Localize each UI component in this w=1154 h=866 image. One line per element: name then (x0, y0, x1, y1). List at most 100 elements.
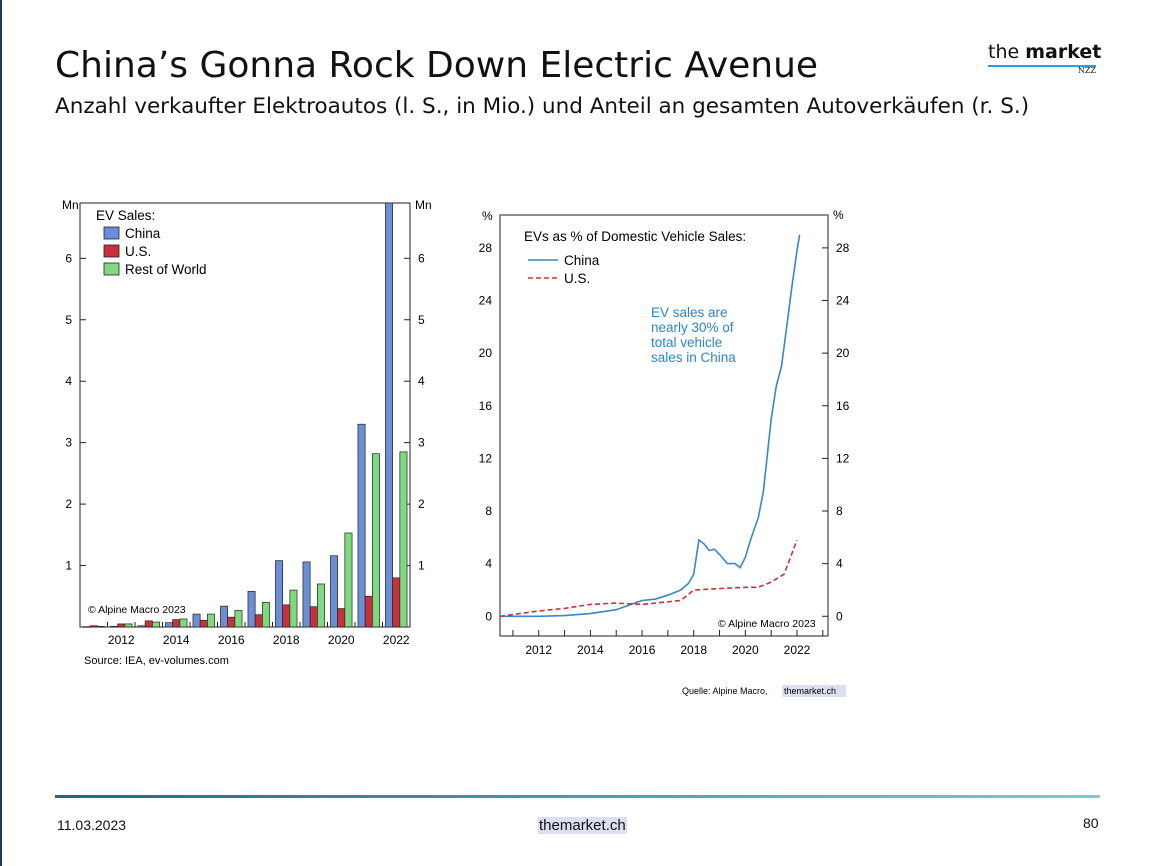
legend-rest-of-world: Rest of World (125, 262, 207, 277)
logo-underline (988, 65, 1096, 67)
annotation-line-2: nearly 30% of (651, 320, 734, 335)
bar-china-2021 (357, 423, 366, 628)
left-bars (82, 202, 408, 628)
bar-u-s--2020 (337, 608, 346, 628)
r-y-tick-label-right: 8 (836, 504, 843, 518)
bar-china-2012 (110, 626, 119, 628)
y-tick-label-left: 5 (65, 313, 72, 327)
r-y-tick-label-right: 0 (836, 609, 843, 623)
x-tick-label-2022: 2022 (383, 633, 410, 647)
right-copyright: © Alpine Macro 2023 (718, 618, 816, 630)
bar-u-s--2015 (199, 619, 208, 628)
y-tick-label-left: 1 (65, 559, 72, 573)
footer-rule (55, 795, 1100, 798)
r-y-tick-label-right: 4 (836, 557, 843, 571)
bar-china-2016 (220, 605, 228, 628)
r-x-tick-label-2016: 2016 (629, 643, 656, 657)
legend-china: China (125, 226, 161, 241)
bar-u-s--2021 (364, 595, 373, 628)
bar-china-2014 (165, 622, 173, 628)
x-tick-label-2014: 2014 (163, 633, 190, 647)
left-copyright: © Alpine Macro 2023 (88, 604, 186, 616)
bar-u-s--2018 (282, 604, 291, 628)
footer-date: 11.03.2023 (57, 817, 127, 833)
bar-rest-of-world-2022 (399, 451, 408, 628)
bar-china-2013 (137, 625, 146, 628)
r-y-tick-label-left: 0 (485, 609, 492, 623)
right-y-axis: 0 0 4 4 8 8 12 12 16 16 20 20 24 24 28 28 (479, 241, 850, 623)
bar-rest-of-world-2016 (234, 610, 243, 628)
slide-subtitle: Anzahl verkaufter Elektroautos (l. S., i… (55, 94, 1030, 119)
y-tick-label-left: 4 (65, 374, 72, 388)
r-y-tick-label-left: 20 (479, 346, 493, 360)
legend-swatch-china (103, 226, 120, 240)
bar-u-s--2011 (89, 625, 98, 628)
y-tick-label-left: 2 (65, 497, 72, 511)
bar-u-s--2014 (172, 619, 181, 628)
annotation-line-3: total vehicle (651, 335, 722, 350)
r-x-tick-label-2014: 2014 (577, 643, 604, 657)
r-x-tick-label-2012: 2012 (525, 643, 552, 657)
x-tick-label-2012: 2012 (108, 633, 135, 647)
right-legend-us: U.S. (564, 271, 590, 286)
bar-rest-of-world-2011 (96, 626, 105, 628)
bar-china-2017 (247, 591, 256, 628)
bar-u-s--2019 (309, 606, 318, 628)
logo-light: the (988, 41, 1026, 63)
slide-left-edge (0, 0, 2, 866)
bar-u-s--2016 (227, 616, 236, 628)
legend-swatch-row (103, 262, 120, 276)
r-x-tick-label-2020: 2020 (732, 643, 759, 657)
right-source-label: Quelle: Alpine Macro, (682, 686, 768, 696)
left-legend: EV Sales: China U.S. Rest of World (96, 208, 207, 277)
bar-china-2022 (385, 202, 394, 628)
y-tick-label-right: 6 (418, 251, 425, 265)
right-plot-frame (499, 214, 829, 637)
bar-u-s--2012 (117, 623, 126, 628)
right-source-site[interactable]: themarket.ch (784, 686, 836, 696)
footer-page-number: 80 (1083, 815, 1099, 831)
footer-site-link[interactable]: themarket.ch (538, 817, 627, 834)
r-y-tick-label-right: 28 (836, 241, 850, 255)
y-tick-label-right: 1 (418, 559, 425, 573)
brand-logo: the market NZZ (988, 40, 1101, 75)
r-y-tick-label-right: 20 (836, 346, 850, 360)
r-x-tick-label-2018: 2018 (680, 643, 707, 657)
right-legend-china: China (564, 253, 600, 268)
x-tick-label-2016: 2016 (218, 633, 245, 647)
left-source: Source: IEA, ev-volumes.com (84, 655, 229, 667)
y-tick-label-left: 6 (65, 251, 72, 265)
r-y-tick-label-left: 12 (479, 451, 493, 465)
bar-rest-of-world-2015 (207, 613, 215, 628)
y-tick-label-right: 2 (418, 497, 425, 511)
r-y-tick-label-right: 24 (836, 294, 850, 308)
bar-rest-of-world-2018 (289, 589, 298, 628)
bar-u-s--2022 (392, 577, 401, 628)
right-unit-label: Mn (415, 198, 432, 212)
right-legend-title: EVs as % of Domestic Vehicle Sales: (524, 229, 746, 244)
right-lines (499, 234, 801, 618)
right-x-axis: 2012 2014 2016 2018 2020 2022 (512, 630, 824, 657)
bar-u-s--2013 (144, 620, 153, 628)
legend-us: U.S. (125, 244, 151, 259)
bar-china-2018 (275, 560, 283, 628)
y-tick-label-right: 5 (418, 313, 425, 327)
r-y-tick-label-left: 4 (485, 557, 492, 571)
left-y-axis: 1 1 2 2 3 3 4 4 5 5 6 6 (65, 251, 425, 572)
ev-sales-bar-chart: Mn Mn 1 12 23 34 45 56 6 2012 2014 2016 2018 2020 2… (62, 198, 432, 667)
r-y-tick-label-left: 28 (479, 241, 493, 255)
bar-rest-of-world-2020 (344, 532, 353, 628)
bar-rest-of-world-2012 (124, 623, 133, 628)
y-tick-label-right: 4 (418, 374, 425, 388)
bar-china-2015 (192, 613, 201, 628)
right-left-unit: % (482, 209, 493, 223)
left-x-axis: 2012 2014 2016 2018 2020 2022 (107, 622, 410, 647)
annotation-ev-share: EV sales are nearly 30% of total vehicle… (651, 305, 736, 365)
y-tick-label-left: 3 (65, 436, 72, 450)
bar-china-2020 (330, 555, 339, 628)
slide-title: China’s Gonna Rock Down Electric Avenue (55, 45, 819, 86)
r-x-tick-label-2022: 2022 (784, 643, 811, 657)
line-u-s- (499, 539, 798, 618)
bar-china-2011 (82, 626, 91, 628)
